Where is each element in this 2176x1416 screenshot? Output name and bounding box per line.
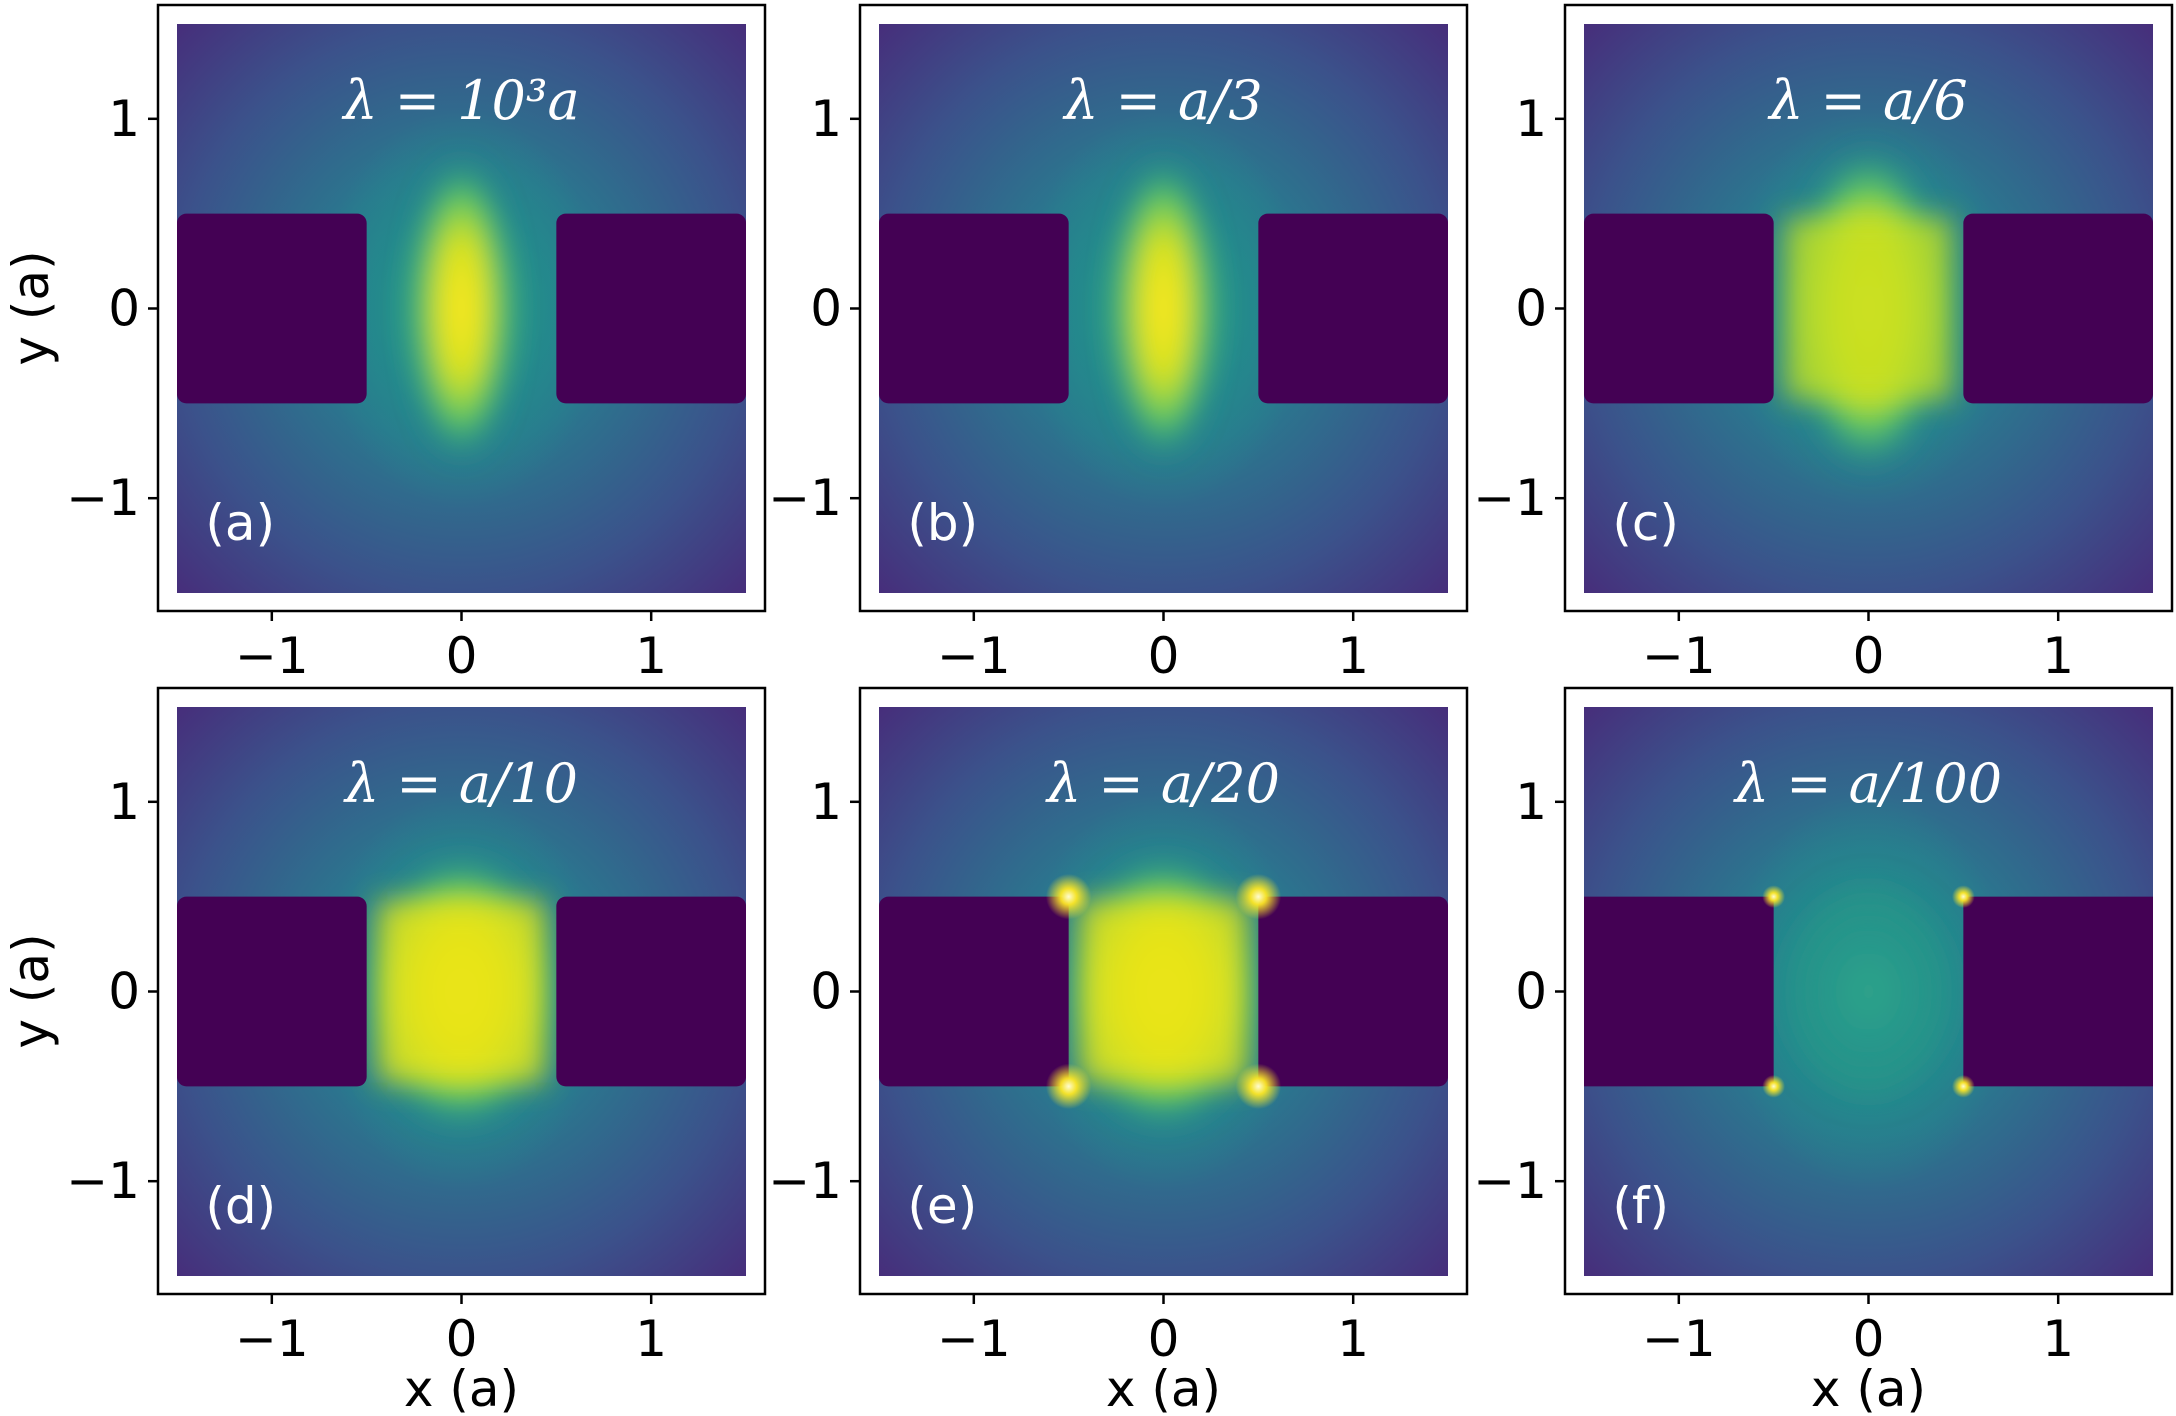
panel-title: λ = 10³a bbox=[341, 69, 579, 132]
corner-hotspot bbox=[1045, 1063, 1092, 1110]
x-axis-label: x (a) bbox=[404, 1360, 519, 1416]
heatmap-image bbox=[176, 706, 747, 1277]
corner-hotspot bbox=[1762, 1074, 1786, 1098]
y-tick-label: 0 bbox=[1515, 280, 1547, 338]
panel-grid: λ = 10³a (a) −1 1 0 0 1 −1 y (a) λ = a/3 (b) −1 1 0 0 1… bbox=[2, 3, 2174, 1416]
heatmap-image bbox=[1583, 23, 2154, 594]
panel-title: λ = a/10 bbox=[343, 752, 578, 815]
y-tick-label: 1 bbox=[1515, 90, 1547, 148]
x-tick-label: −1 bbox=[235, 1310, 309, 1368]
x-tick-label: −1 bbox=[1642, 1310, 1716, 1368]
panel-title: λ = a/3 bbox=[1062, 69, 1263, 132]
y-tick-label: 1 bbox=[108, 90, 140, 148]
right-conductor bbox=[1258, 896, 1449, 1087]
left-conductor bbox=[878, 213, 1069, 404]
panel-e: λ = a/20 (e) −1 1 0 0 1 −1 x (a) bbox=[768, 686, 1469, 1416]
panel-a: λ = 10³a (a) −1 1 0 0 1 −1 y (a) bbox=[2, 3, 767, 685]
right-conductor bbox=[1963, 896, 2154, 1087]
y-tick-label: 0 bbox=[108, 280, 140, 338]
corner-hotspot bbox=[1951, 885, 1975, 909]
y-tick-label: 0 bbox=[108, 963, 140, 1021]
y-axis-label: y (a) bbox=[2, 933, 60, 1048]
slit-field-fill bbox=[378, 900, 545, 1083]
heatmap-image bbox=[1583, 706, 2154, 1277]
left-conductor bbox=[176, 213, 367, 404]
x-tick-label: −1 bbox=[937, 627, 1011, 685]
y-tick-label: 1 bbox=[1515, 773, 1547, 831]
y-tick-label: −1 bbox=[1473, 1152, 1547, 1210]
y-tick-label: 1 bbox=[810, 90, 842, 148]
slit-field-fill bbox=[1785, 217, 1952, 400]
x-tick-label: 0 bbox=[446, 1310, 478, 1368]
y-tick-label: 1 bbox=[108, 773, 140, 831]
panel-label: (a) bbox=[205, 494, 275, 552]
slit-field bbox=[409, 156, 514, 461]
panel-d: λ = a/10 (d) −1 1 0 0 1 −1 x (a) y (a) bbox=[2, 686, 767, 1416]
y-tick-label: −1 bbox=[1473, 469, 1547, 527]
x-tick-label: 0 bbox=[1148, 627, 1180, 685]
corner-hotspot bbox=[1235, 873, 1282, 920]
x-tick-label: −1 bbox=[235, 627, 309, 685]
x-tick-label: 0 bbox=[446, 627, 478, 685]
panel-label: (c) bbox=[1612, 494, 1679, 552]
corner-hotspot bbox=[1762, 885, 1786, 909]
y-tick-label: 0 bbox=[810, 280, 842, 338]
panel-label: (f) bbox=[1612, 1177, 1669, 1235]
panel-label: (d) bbox=[205, 1177, 276, 1235]
corner-hotspot bbox=[1045, 873, 1092, 920]
heatmap-image bbox=[878, 23, 1449, 594]
x-tick-label: 1 bbox=[635, 627, 667, 685]
slit-field bbox=[1111, 156, 1216, 461]
y-tick-label: −1 bbox=[768, 469, 842, 527]
slit-field-fill bbox=[1080, 900, 1247, 1083]
left-conductor bbox=[1583, 213, 1774, 404]
panel-f: λ = a/100 (f) −1 1 0 0 1 −1 x (a) bbox=[1473, 686, 2174, 1416]
x-axis-label: x (a) bbox=[1106, 1360, 1221, 1416]
x-tick-label: −1 bbox=[1642, 627, 1716, 685]
right-conductor bbox=[556, 213, 747, 404]
x-tick-label: 1 bbox=[635, 1310, 667, 1368]
y-tick-label: 1 bbox=[810, 773, 842, 831]
right-conductor bbox=[1258, 213, 1449, 404]
y-tick-label: −1 bbox=[66, 1152, 140, 1210]
right-conductor bbox=[1963, 213, 2154, 404]
x-tick-label: 0 bbox=[1148, 1310, 1180, 1368]
panel-title: λ = a/20 bbox=[1045, 752, 1280, 815]
slit-field bbox=[1773, 877, 1964, 1106]
y-tick-label: 0 bbox=[1515, 963, 1547, 1021]
panel-b: λ = a/3 (b) −1 1 0 0 1 −1 bbox=[768, 3, 1469, 685]
x-tick-label: 1 bbox=[1337, 627, 1369, 685]
x-tick-label: 0 bbox=[1853, 627, 1885, 685]
heatmap-image bbox=[878, 706, 1449, 1277]
x-tick-label: 1 bbox=[2042, 627, 2074, 685]
y-tick-label: 0 bbox=[810, 963, 842, 1021]
y-tick-label: −1 bbox=[66, 469, 140, 527]
panel-title: λ = a/6 bbox=[1767, 69, 1968, 132]
y-tick-label: −1 bbox=[768, 1152, 842, 1210]
x-axis-label: x (a) bbox=[1811, 1360, 1926, 1416]
x-tick-label: 1 bbox=[1337, 1310, 1369, 1368]
x-tick-label: 1 bbox=[2042, 1310, 2074, 1368]
panel-label: (b) bbox=[907, 494, 978, 552]
corner-hotspot bbox=[1951, 1074, 1975, 1098]
corner-hotspot bbox=[1235, 1063, 1282, 1110]
y-axis-label: y (a) bbox=[2, 250, 60, 365]
left-conductor bbox=[878, 896, 1069, 1087]
right-conductor bbox=[556, 896, 747, 1087]
panel-label: (e) bbox=[907, 1177, 977, 1235]
x-tick-label: 0 bbox=[1853, 1310, 1885, 1368]
heatmap-image bbox=[176, 23, 747, 594]
left-conductor bbox=[176, 896, 367, 1087]
left-conductor bbox=[1583, 896, 1774, 1087]
panel-title: λ = a/100 bbox=[1733, 752, 2002, 815]
x-tick-label: −1 bbox=[937, 1310, 1011, 1368]
panel-c: λ = a/6 (c) −1 1 0 0 1 −1 bbox=[1473, 3, 2174, 685]
